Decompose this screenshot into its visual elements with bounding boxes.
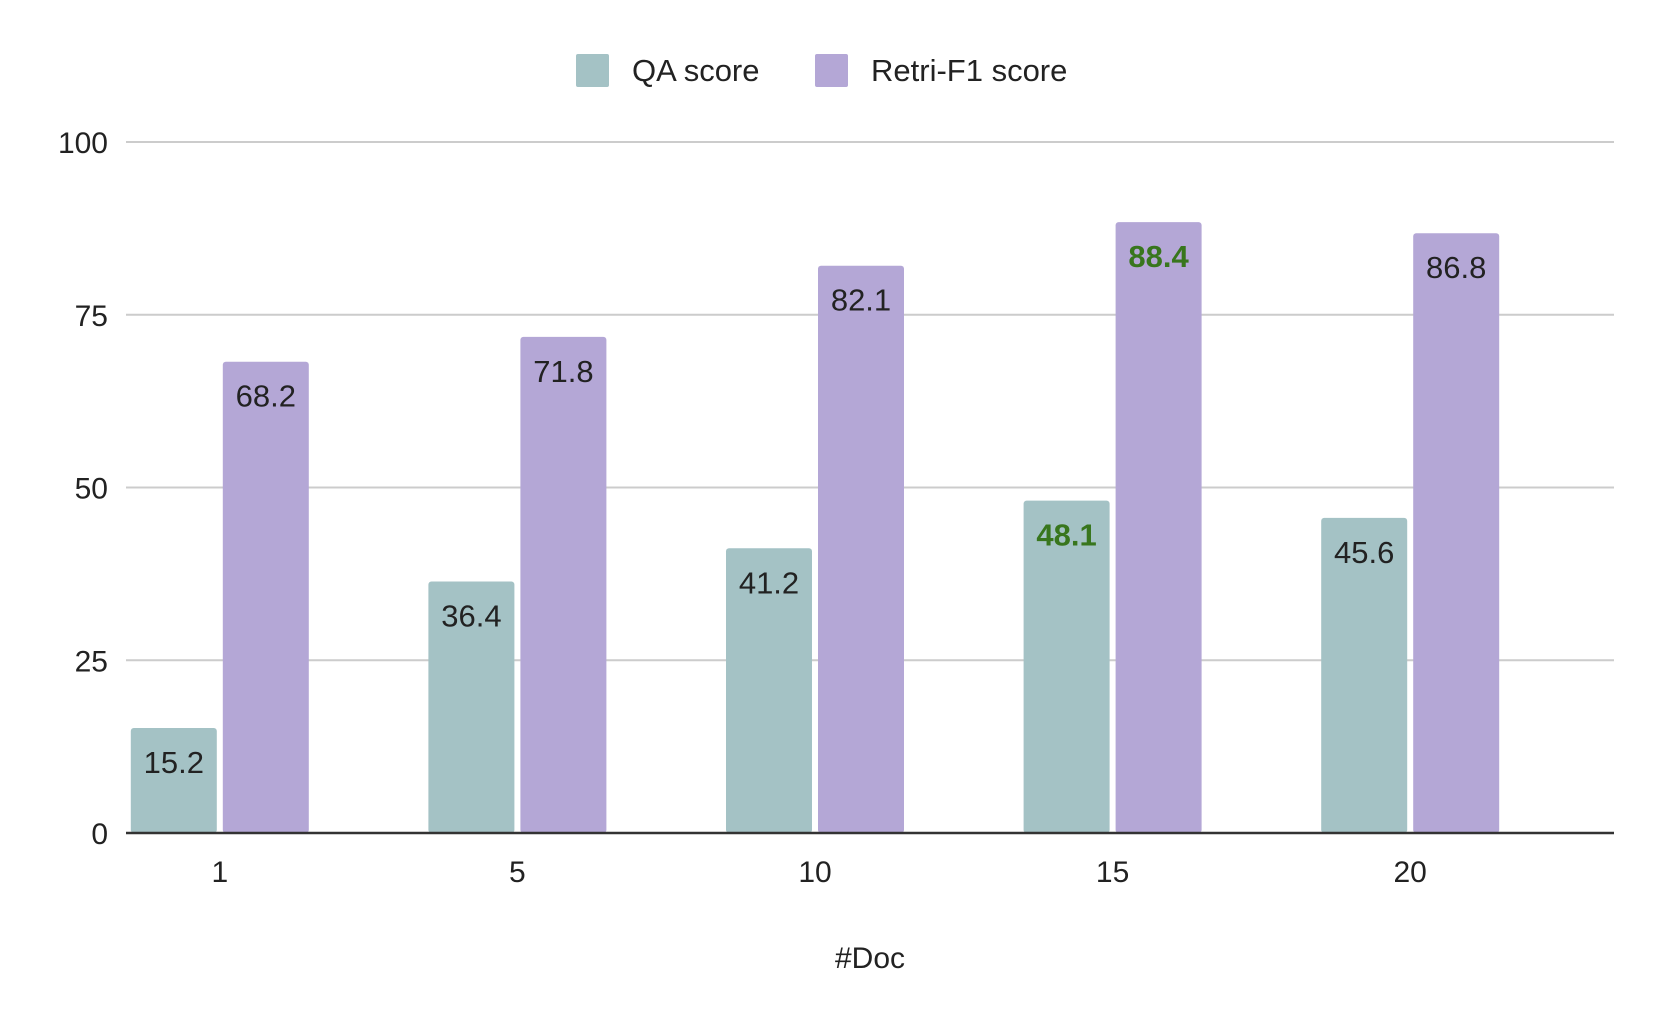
bar (130, 727, 217, 833)
x-tick-label: 1 (211, 856, 228, 889)
bar (818, 265, 904, 834)
bar (1023, 500, 1110, 833)
x-tick-label: 5 (509, 856, 526, 889)
bar (520, 336, 607, 833)
data-label: 15.2 (144, 745, 204, 780)
x-axis-ticks: 1 5 10 15 20 (211, 856, 1426, 889)
y-tick-label: 25 (75, 645, 108, 678)
bar (1321, 517, 1408, 833)
data-label: 88.4 (1128, 239, 1189, 274)
bar (222, 361, 309, 833)
data-label: 36.4 (441, 598, 501, 633)
data-label: 41.2 (739, 565, 799, 600)
bar (1413, 233, 1500, 833)
bars (130, 222, 1500, 834)
data-label: 71.8 (533, 354, 593, 389)
data-labels: 15.2 68.2 36.4 71.8 41.2 82.1 48.1 88.4 45.6 86.8 (144, 239, 1487, 780)
bar (1115, 222, 1202, 833)
bar (726, 548, 812, 833)
legend-swatch (576, 54, 609, 87)
y-tick-label: 0 (91, 818, 108, 851)
y-tick-label: 100 (58, 127, 108, 160)
y-tick-label: 75 (75, 300, 108, 333)
data-label: 86.8 (1426, 250, 1486, 285)
y-tick-label: 50 (75, 473, 108, 506)
y-axis-ticks: 0 25 50 75 100 (58, 127, 108, 851)
bar (428, 581, 515, 833)
x-tick-label: 10 (798, 856, 831, 889)
data-label: 82.1 (831, 283, 891, 318)
x-axis-label: #Doc (835, 942, 905, 975)
data-label: 68.2 (236, 379, 296, 414)
x-tick-label: 20 (1394, 856, 1427, 889)
data-label: 45.6 (1334, 535, 1394, 570)
x-tick-label: 15 (1096, 856, 1129, 889)
data-label: 48.1 (1036, 518, 1096, 553)
legend-label: QA score (632, 53, 760, 88)
legend-swatch (815, 54, 848, 87)
legend-label: Retri-F1 score (871, 53, 1067, 88)
legend: QA score Retri-F1 score (576, 53, 1067, 88)
